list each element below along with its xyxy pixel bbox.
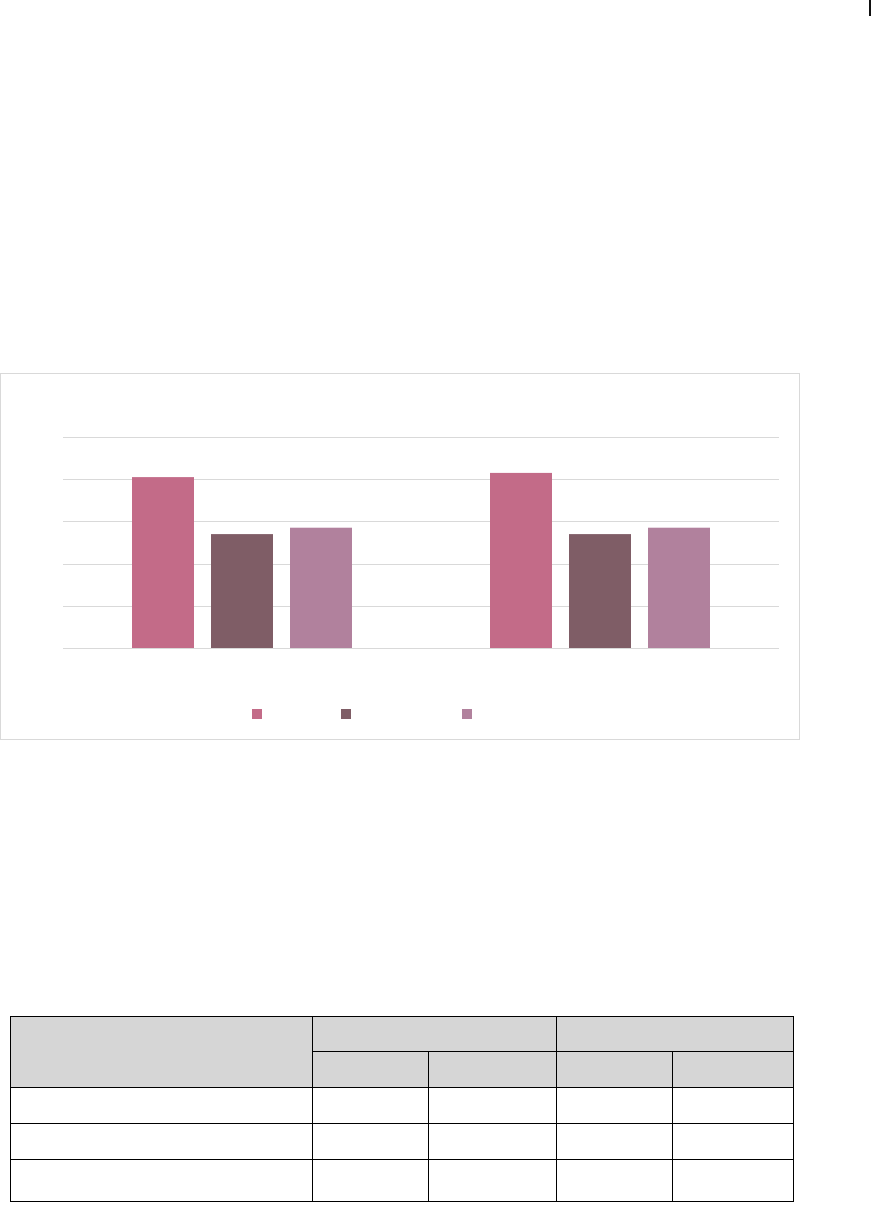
table-cell bbox=[10, 1087, 313, 1124]
legend-swatch-series-1 bbox=[252, 709, 262, 719]
table-header-group-1 bbox=[312, 1016, 557, 1052]
table-row bbox=[10, 1123, 794, 1160]
bar-series-3-category-2 bbox=[648, 527, 710, 648]
legend-swatch-series-2 bbox=[341, 709, 351, 719]
table-cell bbox=[312, 1087, 429, 1124]
data-table bbox=[10, 1016, 794, 1202]
table-cell bbox=[556, 1087, 673, 1124]
table-cell bbox=[312, 1159, 429, 1202]
table-subheader bbox=[556, 1051, 673, 1088]
bar-series-3-category-1 bbox=[290, 527, 352, 648]
table-row bbox=[10, 1159, 794, 1202]
bar-series-1-category-2 bbox=[490, 472, 552, 648]
table-cell bbox=[10, 1159, 313, 1202]
table-cell bbox=[672, 1159, 794, 1202]
bar-series-2-category-1 bbox=[211, 534, 273, 648]
legend-swatch-series-3 bbox=[462, 709, 472, 719]
table-cell bbox=[10, 1123, 313, 1160]
table-subheader bbox=[428, 1051, 557, 1088]
table-cell bbox=[428, 1123, 557, 1160]
text-cursor bbox=[869, 0, 871, 16]
bar-series-2-category-2 bbox=[569, 534, 631, 648]
chart-area bbox=[0, 373, 800, 740]
table-cell bbox=[672, 1087, 794, 1124]
table-cell bbox=[312, 1123, 429, 1160]
table-cell bbox=[428, 1159, 557, 1202]
table-cell bbox=[556, 1123, 673, 1160]
table-cell bbox=[672, 1123, 794, 1160]
table-cell bbox=[556, 1159, 673, 1202]
bar-series-1-category-1 bbox=[132, 477, 194, 648]
table-row bbox=[10, 1087, 794, 1124]
bar-chart bbox=[63, 437, 779, 649]
table-header-corner bbox=[10, 1016, 313, 1088]
table-cell bbox=[428, 1087, 557, 1124]
table-header-group-2 bbox=[556, 1016, 794, 1052]
table-subheader bbox=[672, 1051, 794, 1088]
table-subheader bbox=[312, 1051, 429, 1088]
